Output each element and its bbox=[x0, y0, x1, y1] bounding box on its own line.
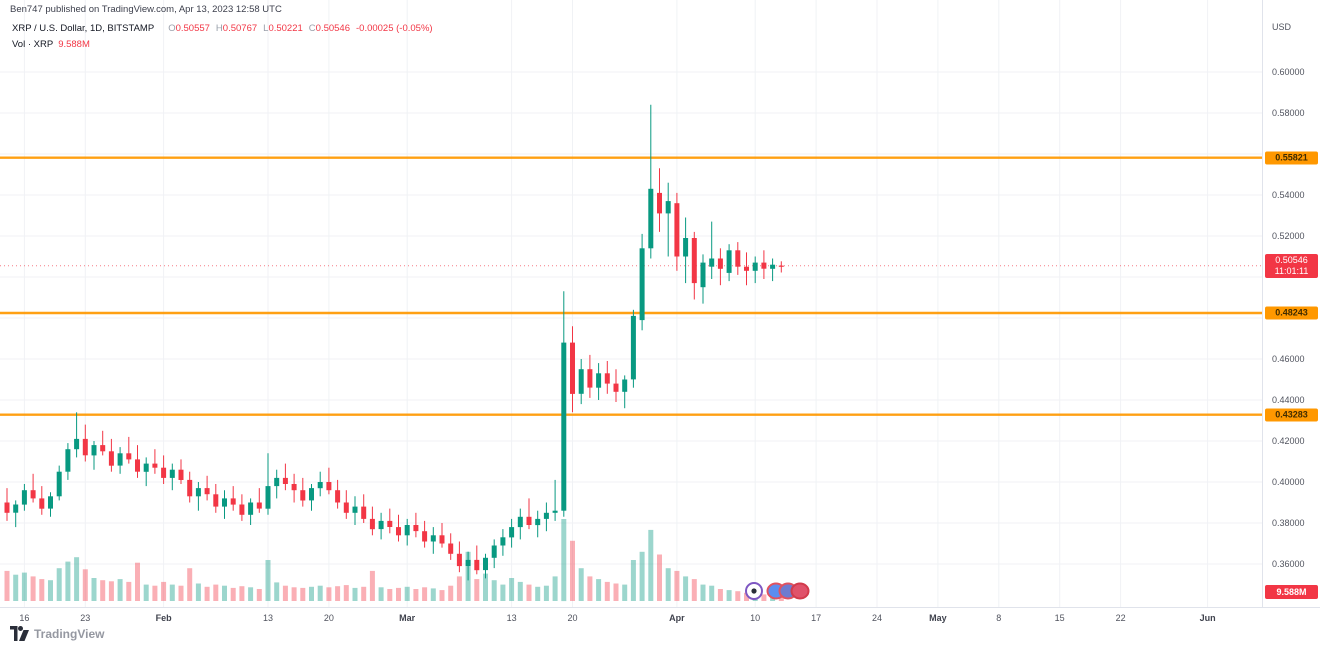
tradingview-logo-text: TradingView bbox=[34, 626, 105, 641]
price-tick-label: 0.38000 bbox=[1272, 518, 1305, 528]
price-tick-label: 0.52000 bbox=[1272, 231, 1305, 241]
time-tick-day: 23 bbox=[80, 613, 91, 623]
price-tick-label: 0.40000 bbox=[1272, 477, 1305, 487]
low-value: 0.50221 bbox=[268, 23, 303, 34]
bar-countdown: 11:01:11 bbox=[1274, 265, 1309, 276]
time-tick-day: 20 bbox=[323, 613, 334, 623]
candle-series bbox=[4, 104, 784, 581]
time-tick-month: Jun bbox=[1199, 613, 1216, 623]
price-tick-label: 0.44000 bbox=[1272, 395, 1305, 405]
volume-legend-label: Vol · XRP bbox=[12, 39, 54, 50]
open-label: O bbox=[168, 23, 176, 34]
time-tick-day: 22 bbox=[1115, 613, 1126, 623]
price-tick-label: 0.36000 bbox=[1272, 559, 1305, 569]
close-value: 0.50546 bbox=[315, 23, 350, 34]
low-label: L bbox=[263, 23, 269, 34]
price-tick-label: 0.60000 bbox=[1272, 67, 1305, 77]
time-tick-day: 13 bbox=[506, 613, 517, 623]
close-label: C bbox=[308, 23, 316, 34]
idea-markers bbox=[740, 576, 820, 604]
change-value: -0.00025 (-0.05%) bbox=[356, 23, 433, 34]
price-tick-label: 0.42000 bbox=[1272, 436, 1305, 446]
time-tick-month: Mar bbox=[399, 613, 416, 623]
time-tick-day: 13 bbox=[262, 613, 274, 623]
tradingview-logo-icon bbox=[10, 626, 29, 641]
time-axis[interactable]: 16 23 Feb 13 20 Mar 13 20 Apr 10 17 24 May 8 15 22 Jun bbox=[0, 607, 1320, 630]
last-price-label: 0.50546 11:01:11 bbox=[1265, 253, 1318, 278]
watermark-text: Ben747 published on TradingView.com, Apr… bbox=[10, 4, 282, 15]
currency-label: USD bbox=[1272, 22, 1292, 32]
time-tick-day: 20 bbox=[567, 613, 578, 623]
symbol-legend[interactable]: XRP / U.S. Dollar, 1D, BITSTAMP O0.50557 H… bbox=[12, 23, 433, 34]
price-tick-label: 0.58000 bbox=[1272, 108, 1305, 118]
level-price-label: 0.55821 bbox=[1265, 151, 1318, 165]
open-value: 0.50557 bbox=[175, 23, 210, 34]
last-price-value: 0.50546 bbox=[1275, 254, 1308, 265]
price-tick-label: 0.46000 bbox=[1272, 354, 1305, 364]
time-tick-day: 10 bbox=[750, 613, 761, 623]
time-tick-month: May bbox=[929, 613, 947, 623]
idea-marker-icon[interactable] bbox=[745, 582, 763, 600]
volume-series bbox=[4, 519, 784, 602]
time-tick-month: Feb bbox=[155, 613, 172, 623]
price-axis[interactable]: USD 0.50546 11:01:11 9.588M 0.60000 0.580… bbox=[1262, 0, 1320, 607]
time-tick-day: 8 bbox=[996, 613, 1002, 623]
symbol-title: XRP / U.S. Dollar, 1D, BITSTAMP bbox=[12, 23, 155, 34]
high-label: H bbox=[215, 23, 223, 34]
volume-legend-value: 9.588M bbox=[58, 39, 90, 50]
time-tick-day: 24 bbox=[871, 613, 883, 623]
tradingview-logo[interactable]: TradingView bbox=[10, 626, 104, 641]
time-tick-day: 16 bbox=[19, 613, 30, 623]
level-price-label: 0.43283 bbox=[1265, 408, 1318, 422]
high-value: 0.50767 bbox=[222, 23, 258, 34]
time-tick-month: Apr bbox=[669, 613, 685, 623]
volume-legend[interactable]: Vol · XRP 9.588M bbox=[12, 39, 90, 50]
level-price-label: 0.48243 bbox=[1265, 306, 1318, 320]
volume-axis-label: 9.588M bbox=[1265, 585, 1318, 599]
time-tick-day: 17 bbox=[811, 613, 822, 623]
reactions-icon[interactable] bbox=[766, 582, 810, 600]
time-tick-day: 15 bbox=[1054, 613, 1065, 623]
price-tick-label: 0.54000 bbox=[1272, 190, 1305, 200]
